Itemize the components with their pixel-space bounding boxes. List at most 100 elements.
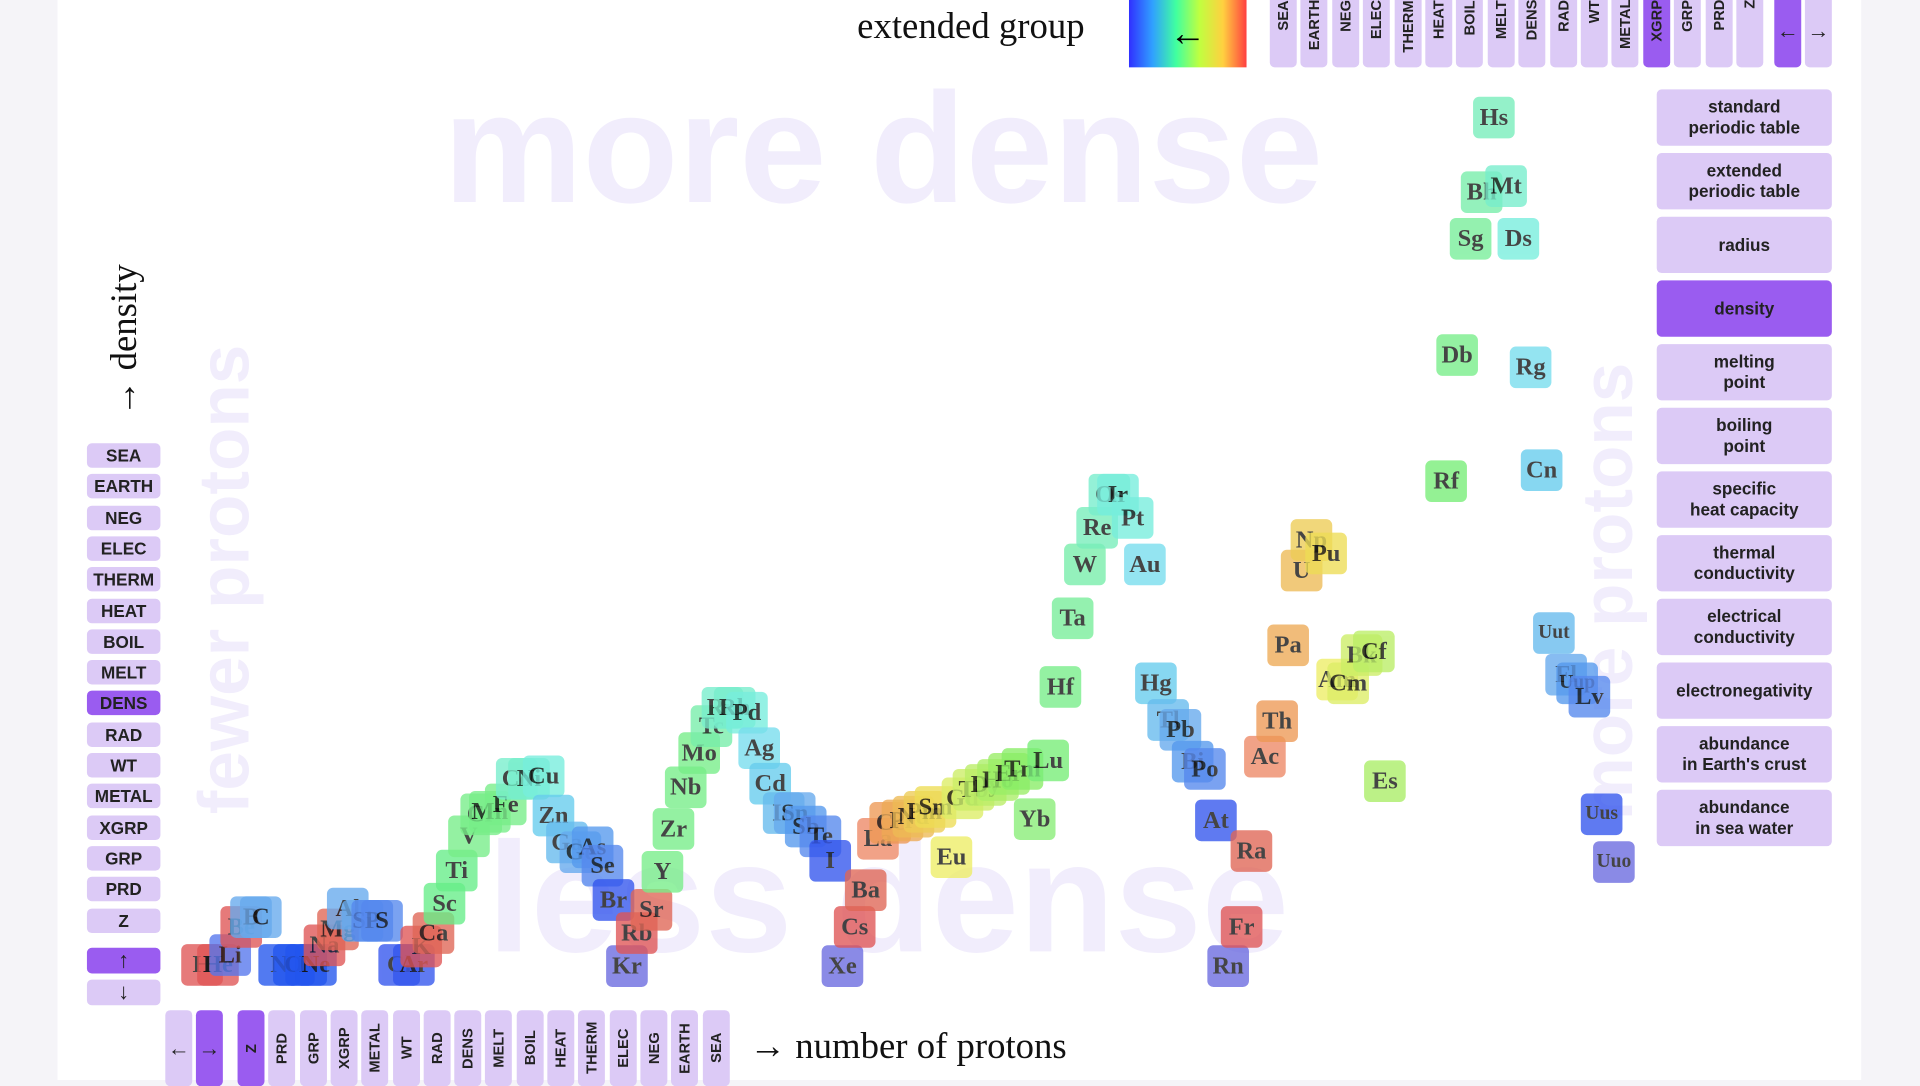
element-tile[interactable]: Ag bbox=[738, 727, 781, 769]
menu-item[interactable]: melting point bbox=[1656, 344, 1832, 401]
color-button[interactable]: DENS bbox=[1518, 0, 1546, 68]
x-axis-button[interactable]: Z bbox=[237, 1010, 265, 1086]
element-tile[interactable]: Sr bbox=[630, 888, 673, 931]
y-axis-button[interactable]: WT bbox=[86, 753, 161, 778]
element-tile[interactable]: Hs bbox=[1473, 96, 1515, 139]
element-tile[interactable]: W bbox=[1064, 543, 1106, 586]
element-tile[interactable]: Pa bbox=[1267, 624, 1309, 667]
color-button[interactable]: SEA bbox=[1269, 0, 1297, 68]
color-button[interactable]: GRP bbox=[1674, 0, 1702, 68]
y-axis-nav[interactable]: ↓ bbox=[86, 978, 161, 1005]
element-tile[interactable]: Zr bbox=[652, 808, 695, 850]
element-tile[interactable]: Cn bbox=[1520, 449, 1563, 492]
color-button[interactable]: MELT bbox=[1487, 0, 1515, 68]
element-tile[interactable]: Rn bbox=[1207, 945, 1249, 987]
color-button[interactable]: WT bbox=[1580, 0, 1608, 68]
color-button[interactable]: Z bbox=[1736, 0, 1764, 68]
y-axis-button[interactable]: PRD bbox=[86, 876, 161, 902]
element-tile[interactable]: At bbox=[1195, 799, 1237, 842]
color-nav[interactable]: → bbox=[1804, 0, 1832, 68]
menu-item[interactable]: thermal conductivity bbox=[1656, 535, 1832, 592]
x-axis-button[interactable]: PRD bbox=[268, 1010, 296, 1086]
element-tile[interactable]: Uus bbox=[1580, 793, 1623, 836]
element-tile[interactable]: Ba bbox=[844, 869, 887, 912]
color-button[interactable]: HEAT bbox=[1425, 0, 1453, 68]
x-axis-button[interactable]: ELEC bbox=[609, 1010, 637, 1086]
x-axis-button[interactable]: HEAT bbox=[547, 1010, 575, 1086]
element-tile[interactable]: Ds bbox=[1497, 217, 1540, 260]
color-button[interactable]: ELEC bbox=[1363, 0, 1391, 68]
color-button[interactable]: NEG bbox=[1331, 0, 1359, 68]
y-axis-button[interactable]: GRP bbox=[86, 845, 161, 871]
y-axis-button[interactable]: MELT bbox=[86, 660, 161, 685]
x-axis-button[interactable]: METAL bbox=[361, 1010, 389, 1086]
x-axis-button[interactable]: MELT bbox=[485, 1010, 513, 1086]
color-button[interactable]: METAL bbox=[1611, 0, 1639, 68]
y-axis-button[interactable]: NEG bbox=[86, 505, 161, 530]
x-axis-nav[interactable]: → bbox=[195, 1010, 223, 1086]
element-tile[interactable]: Rf bbox=[1425, 460, 1467, 503]
element-tile[interactable]: Mt bbox=[1485, 165, 1527, 207]
color-button[interactable]: THERM bbox=[1394, 0, 1422, 68]
element-tile[interactable]: Uuo bbox=[1593, 841, 1635, 883]
menu-item[interactable]: specific heat capacity bbox=[1656, 471, 1832, 528]
element-tile[interactable]: Fr bbox=[1220, 906, 1263, 948]
element-tile[interactable]: Rg bbox=[1509, 346, 1552, 389]
element-tile[interactable]: Sg bbox=[1449, 217, 1492, 260]
color-button[interactable]: XGRP bbox=[1643, 0, 1670, 68]
x-axis-button[interactable]: WT bbox=[392, 1010, 420, 1086]
color-button[interactable]: BOIL bbox=[1456, 0, 1484, 68]
element-tile[interactable]: Pd bbox=[726, 691, 768, 734]
menu-item[interactable]: electronegativity bbox=[1656, 662, 1832, 719]
element-tile[interactable]: Ac bbox=[1244, 735, 1286, 778]
element-tile[interactable]: Xe bbox=[821, 945, 864, 987]
element-tile[interactable]: Hg bbox=[1135, 662, 1177, 705]
element-tile[interactable]: Y bbox=[641, 851, 684, 893]
y-axis-button[interactable]: ELEC bbox=[86, 536, 161, 561]
element-tile[interactable]: Es bbox=[1364, 760, 1406, 803]
y-axis-button[interactable]: Z bbox=[86, 907, 161, 933]
menu-item[interactable]: boiling point bbox=[1656, 407, 1832, 465]
menu-item[interactable]: density bbox=[1656, 280, 1832, 337]
x-axis-button[interactable]: BOIL bbox=[516, 1010, 544, 1086]
element-tile[interactable]: Ta bbox=[1051, 597, 1094, 640]
menu-item[interactable]: abundance in sea water bbox=[1656, 789, 1832, 847]
y-axis-button[interactable]: RAD bbox=[86, 722, 161, 747]
element-tile[interactable]: Lu bbox=[1027, 739, 1069, 782]
x-axis-nav[interactable]: ← bbox=[165, 1010, 193, 1086]
element-tile[interactable]: Lv bbox=[1568, 675, 1611, 718]
element-tile[interactable]: Yb bbox=[1013, 798, 1056, 841]
element-tile[interactable]: Cu bbox=[522, 755, 565, 798]
menu-item[interactable]: standard periodic table bbox=[1656, 89, 1832, 146]
element-tile[interactable]: S bbox=[361, 900, 403, 942]
y-axis-button[interactable]: HEAT bbox=[86, 598, 161, 623]
y-axis-nav[interactable]: ↑ bbox=[86, 947, 161, 974]
element-tile[interactable]: Cf bbox=[1353, 630, 1395, 673]
x-axis-button[interactable]: XGRP bbox=[330, 1010, 358, 1086]
element-tile[interactable]: Pu bbox=[1305, 532, 1347, 575]
color-gradient[interactable]: ← bbox=[1128, 0, 1247, 68]
x-axis-button[interactable]: THERM bbox=[578, 1010, 606, 1086]
element-tile[interactable]: Ra bbox=[1230, 830, 1273, 872]
x-axis-button[interactable]: DENS bbox=[454, 1010, 482, 1086]
element-tile[interactable]: Cs bbox=[833, 906, 876, 948]
element-tile[interactable]: Pt bbox=[1111, 497, 1154, 539]
menu-item[interactable]: electrical conductivity bbox=[1656, 598, 1832, 656]
x-axis-button[interactable]: NEG bbox=[640, 1010, 668, 1086]
x-axis-button[interactable]: GRP bbox=[299, 1010, 327, 1086]
element-tile[interactable]: Hf bbox=[1039, 666, 1082, 708]
y-axis-button[interactable]: METAL bbox=[86, 784, 161, 809]
menu-item[interactable]: radius bbox=[1656, 216, 1832, 274]
element-tile[interactable]: Uut bbox=[1533, 612, 1575, 654]
menu-item[interactable]: abundance in Earth's crust bbox=[1656, 726, 1832, 783]
color-button[interactable]: EARTH bbox=[1300, 0, 1328, 68]
y-axis-button[interactable]: BOIL bbox=[86, 629, 161, 654]
element-tile[interactable]: I bbox=[809, 840, 852, 882]
color-button[interactable]: PRD bbox=[1705, 0, 1733, 68]
y-axis-button[interactable]: XGRP bbox=[86, 815, 161, 840]
x-axis-button[interactable]: EARTH bbox=[671, 1010, 699, 1086]
element-tile[interactable]: Eu bbox=[930, 836, 973, 878]
x-axis-button[interactable]: RAD bbox=[423, 1010, 451, 1086]
element-tile[interactable]: Po bbox=[1184, 748, 1226, 790]
element-tile[interactable]: C bbox=[240, 896, 282, 938]
